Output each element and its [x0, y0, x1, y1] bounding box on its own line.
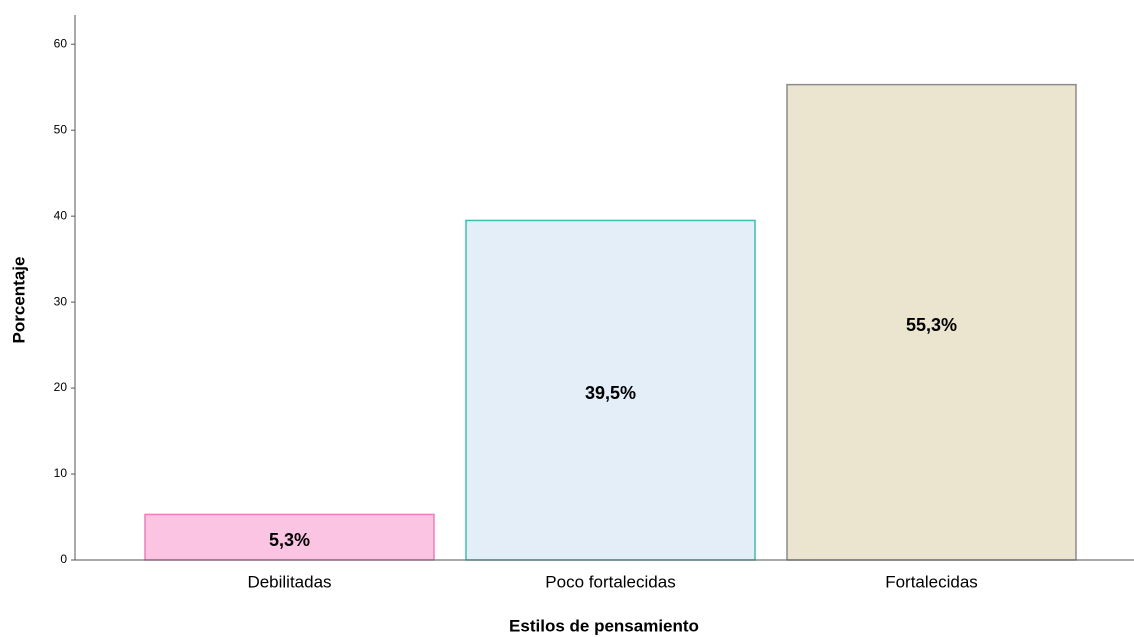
- data-label: 39,5%: [585, 383, 636, 403]
- y-tick-label: 20: [54, 380, 68, 394]
- x-tick-label: Poco fortalecidas: [545, 572, 675, 591]
- y-tick-label: 0: [60, 552, 67, 566]
- bar: [465, 219, 756, 561]
- y-tick-label: 10: [54, 466, 68, 480]
- data-label: 55,3%: [906, 315, 957, 335]
- x-tick-label: Debilitadas: [247, 572, 331, 591]
- x-tick-label: Fortalecidas: [885, 572, 978, 591]
- y-tick-label: 50: [54, 122, 68, 136]
- x-axis-title: Estilos de pensamiento: [509, 616, 699, 635]
- y-tick-label: 60: [54, 36, 68, 50]
- bar: [786, 83, 1077, 561]
- data-label: 5,3%: [269, 530, 310, 550]
- y-axis-title: Porcentaje: [9, 257, 28, 344]
- y-tick-label: 30: [54, 294, 68, 308]
- y-tick-label: 40: [54, 208, 68, 222]
